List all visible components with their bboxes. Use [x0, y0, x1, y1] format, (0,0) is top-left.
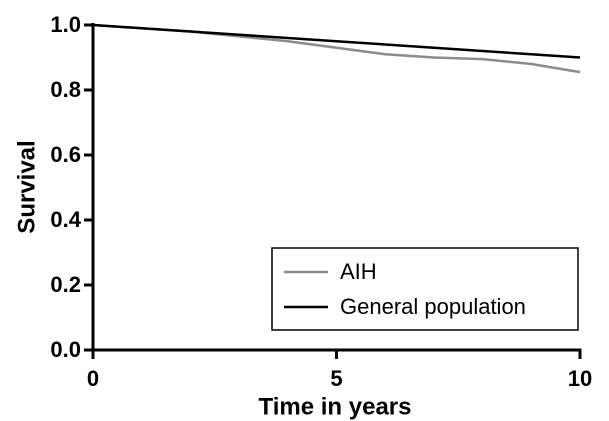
y-tick-label: 0.4 — [50, 207, 81, 232]
x-tick-label: 0 — [87, 366, 99, 391]
y-tick-label: 0.6 — [50, 142, 81, 167]
series-line — [92, 23, 581, 59]
y-tick-label: 1.0 — [50, 12, 81, 37]
y-tick-label: 0.0 — [50, 337, 81, 362]
x-tick-label: 5 — [330, 366, 342, 391]
y-tick-label: 0.2 — [50, 272, 81, 297]
x-tick-label: 10 — [568, 366, 592, 391]
legend-box — [271, 247, 579, 331]
x-axis-title: Time in years — [259, 393, 412, 420]
y-tick-label: 0.8 — [50, 77, 81, 102]
legend-label: AIH — [340, 259, 377, 284]
series-line — [92, 23, 581, 74]
legend-label: General population — [340, 294, 526, 319]
y-axis-title: Survival — [13, 140, 40, 233]
